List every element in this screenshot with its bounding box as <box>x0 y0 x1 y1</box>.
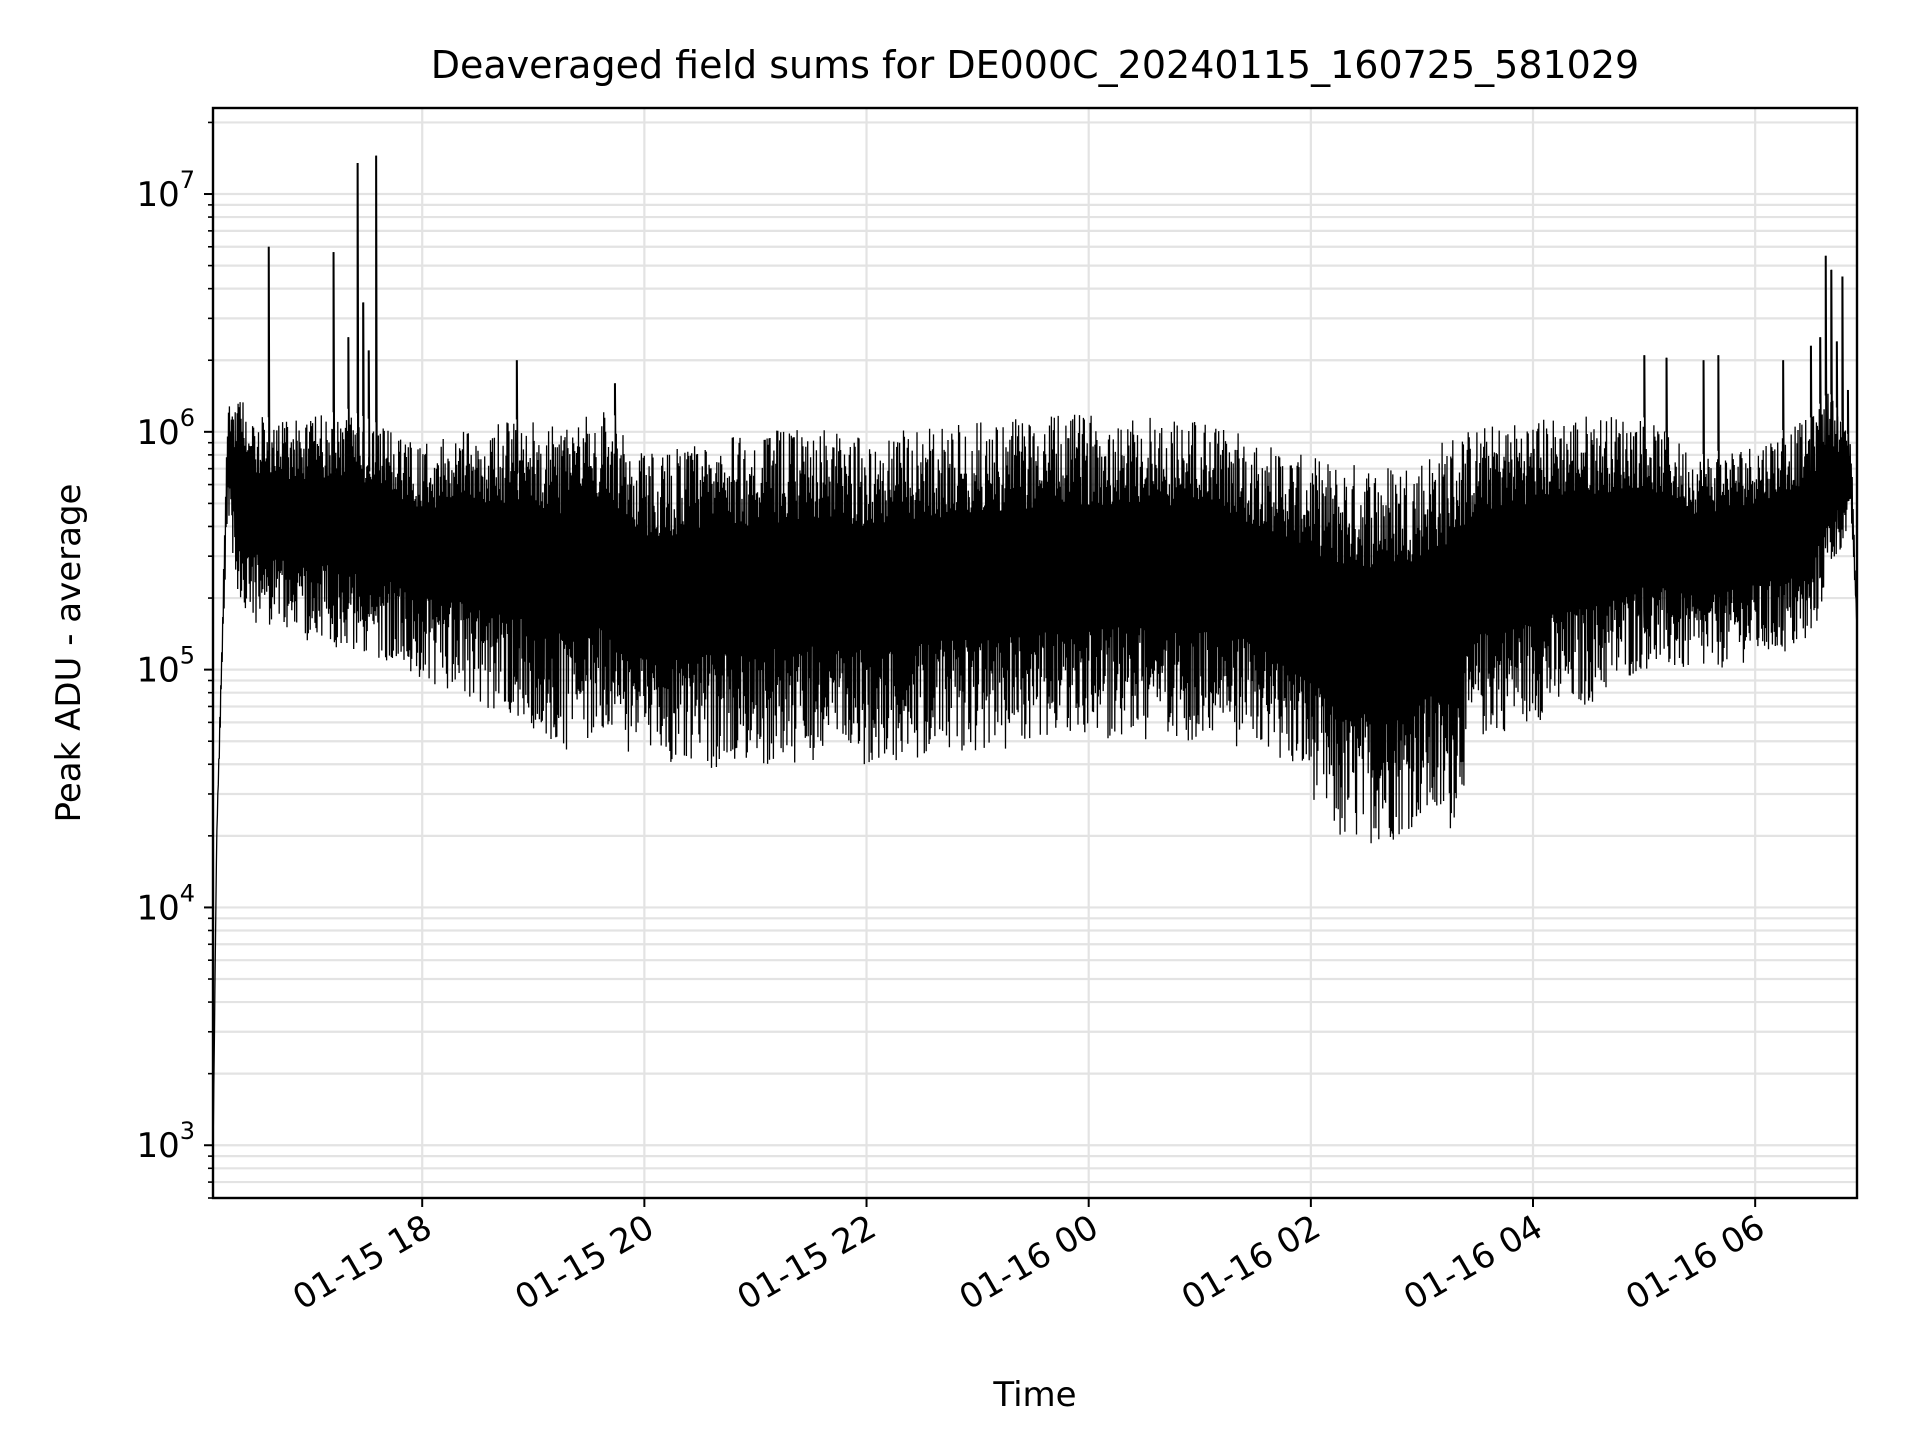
y-tick-label: 103 <box>136 1117 195 1166</box>
x-axis-label: Time <box>992 1375 1076 1415</box>
y-tick-label: 104 <box>136 879 195 928</box>
plot-frame <box>211 106 1859 1200</box>
y-tick-label: 105 <box>136 642 195 691</box>
series-line <box>212 155 1858 1157</box>
plot-area <box>212 155 1858 1157</box>
y-axis: 103 104 105 106 107 <box>136 121 213 1199</box>
y-tick-label: 106 <box>136 404 195 453</box>
y-tick-label: 107 <box>136 166 195 215</box>
y-axis-label: Peak ADU - average <box>49 484 89 823</box>
chart-title: Deaveraged field sums for DE000C_2024011… <box>431 43 1639 87</box>
